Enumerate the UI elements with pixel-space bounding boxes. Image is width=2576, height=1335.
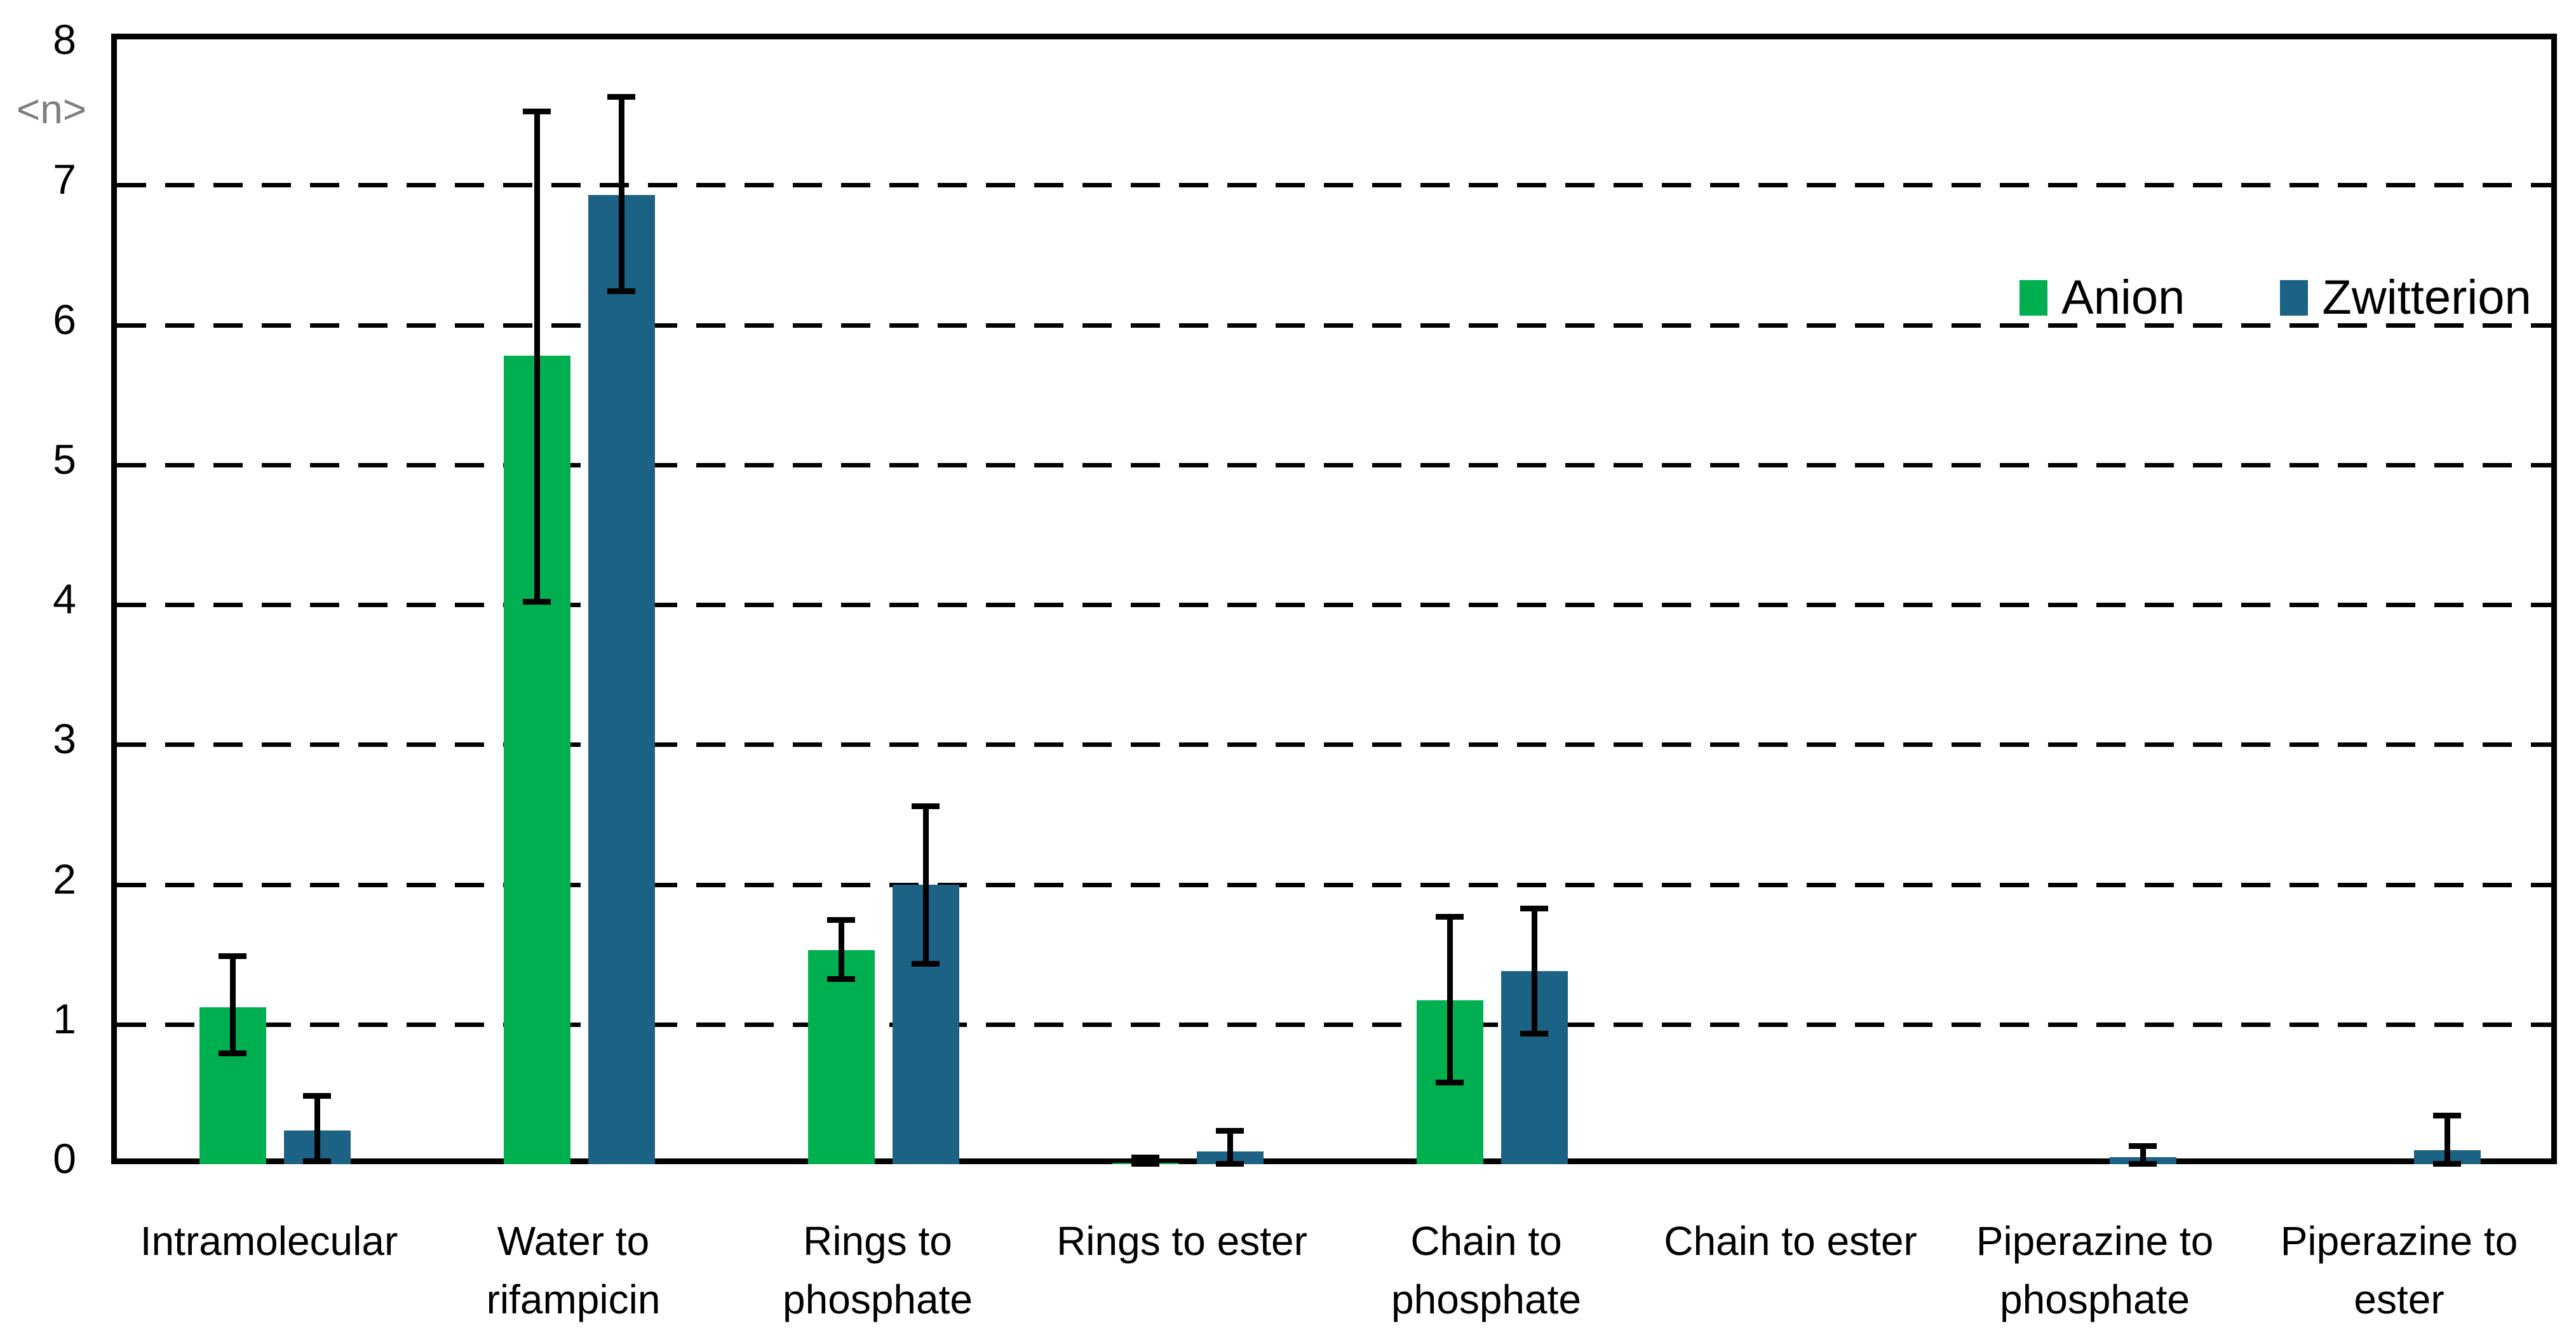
error-cap-bottom-zwitterion-3 — [912, 961, 940, 967]
legend-item-anion: Anion — [2020, 271, 2185, 325]
y-tick-label-5: 5 — [53, 435, 76, 483]
error-cap-top-anion-5 — [1436, 914, 1464, 920]
error-cap-top-zwitterion-5 — [1520, 905, 1548, 911]
category-label-2: Water to rifampicin — [486, 1218, 661, 1322]
gridline-1 — [117, 1022, 2551, 1027]
error-line-anion-2 — [534, 111, 540, 602]
error-cap-bottom-anion-5 — [1436, 1080, 1464, 1086]
error-cap-top-zwitterion-1 — [303, 1093, 331, 1099]
zwitterion-swatch-icon — [2280, 280, 2309, 316]
error-cap-bottom-anion-4 — [1131, 1161, 1159, 1167]
error-line-zwitterion-8 — [2444, 1115, 2450, 1164]
error-cap-bottom-zwitterion-4 — [1216, 1161, 1244, 1167]
gridline-4 — [117, 603, 2551, 607]
error-line-anion-3 — [838, 919, 844, 980]
gridline-2 — [117, 882, 2551, 887]
error-line-zwitterion-5 — [1531, 908, 1537, 1035]
y-tick-label-4: 4 — [53, 575, 76, 622]
error-cap-top-zwitterion-7 — [2129, 1143, 2157, 1150]
error-cap-top-anion-3 — [827, 916, 855, 923]
error-cap-top-zwitterion-2 — [607, 94, 635, 100]
gridline-5 — [117, 462, 2551, 467]
error-line-anion-4 — [1142, 1157, 1149, 1164]
legend: Anion Zwitterion — [2020, 263, 2532, 333]
error-line-zwitterion-1 — [314, 1096, 320, 1162]
anion-swatch-icon — [2020, 280, 2047, 316]
error-cap-bottom-zwitterion-2 — [607, 288, 635, 294]
error-line-zwitterion-7 — [2140, 1146, 2146, 1164]
error-cap-bottom-anion-1 — [219, 1050, 246, 1056]
y-tick-label-8: 8 — [53, 16, 76, 63]
error-cap-bottom-zwitterion-8 — [2433, 1161, 2461, 1167]
bar-zwitterion-2 — [588, 194, 655, 1164]
error-line-anion-1 — [229, 955, 236, 1054]
error-line-zwitterion-3 — [922, 806, 929, 965]
gridline-6 — [117, 323, 2551, 328]
gridline-3 — [117, 742, 2551, 748]
category-label-6: Chain to ester — [1664, 1218, 1917, 1264]
error-cap-top-anion-4 — [1131, 1154, 1159, 1160]
error-cap-bottom-zwitterion-1 — [303, 1158, 331, 1164]
plot-area: Anion Zwitterion — [111, 34, 2557, 1167]
y-tick-label-3: 3 — [53, 715, 76, 763]
y-axis-title: <n> — [16, 86, 87, 133]
gridline-7 — [117, 183, 2551, 188]
error-line-anion-5 — [1446, 916, 1453, 1083]
y-tick-label-1: 1 — [53, 995, 76, 1042]
legend-label-anion: Anion — [2061, 271, 2185, 325]
y-tick-label-6: 6 — [53, 295, 76, 343]
category-label-1: Intramolecular — [140, 1218, 398, 1264]
error-cap-top-zwitterion-4 — [1216, 1128, 1244, 1134]
error-cap-bottom-zwitterion-5 — [1520, 1031, 1548, 1037]
error-cap-top-anion-2 — [523, 108, 551, 114]
category-label-5: Chain to phosphate — [1391, 1218, 1581, 1322]
y-tick-label-0: 0 — [53, 1135, 76, 1182]
category-label-7: Piperazine to phosphate — [1976, 1218, 2214, 1322]
error-cap-top-zwitterion-3 — [912, 803, 940, 810]
category-label-4: Rings to ester — [1056, 1218, 1307, 1264]
error-line-zwitterion-2 — [618, 97, 624, 292]
category-label-3: Rings to phosphate — [783, 1218, 973, 1322]
category-label-8: Piperazine to ester — [2280, 1218, 2518, 1322]
bar-anion-3 — [807, 950, 875, 1164]
error-cap-bottom-anion-3 — [827, 976, 855, 983]
legend-item-zwitterion: Zwitterion — [2280, 271, 2532, 325]
error-cap-bottom-anion-2 — [523, 598, 551, 605]
legend-label-zwitterion: Zwitterion — [2322, 271, 2532, 325]
error-cap-bottom-zwitterion-7 — [2129, 1161, 2157, 1167]
y-tick-label-7: 7 — [53, 156, 76, 203]
y-tick-label-2: 2 — [53, 855, 76, 902]
error-line-zwitterion-4 — [1227, 1130, 1233, 1164]
error-cap-top-anion-1 — [219, 953, 246, 959]
error-cap-top-zwitterion-8 — [2433, 1112, 2461, 1118]
